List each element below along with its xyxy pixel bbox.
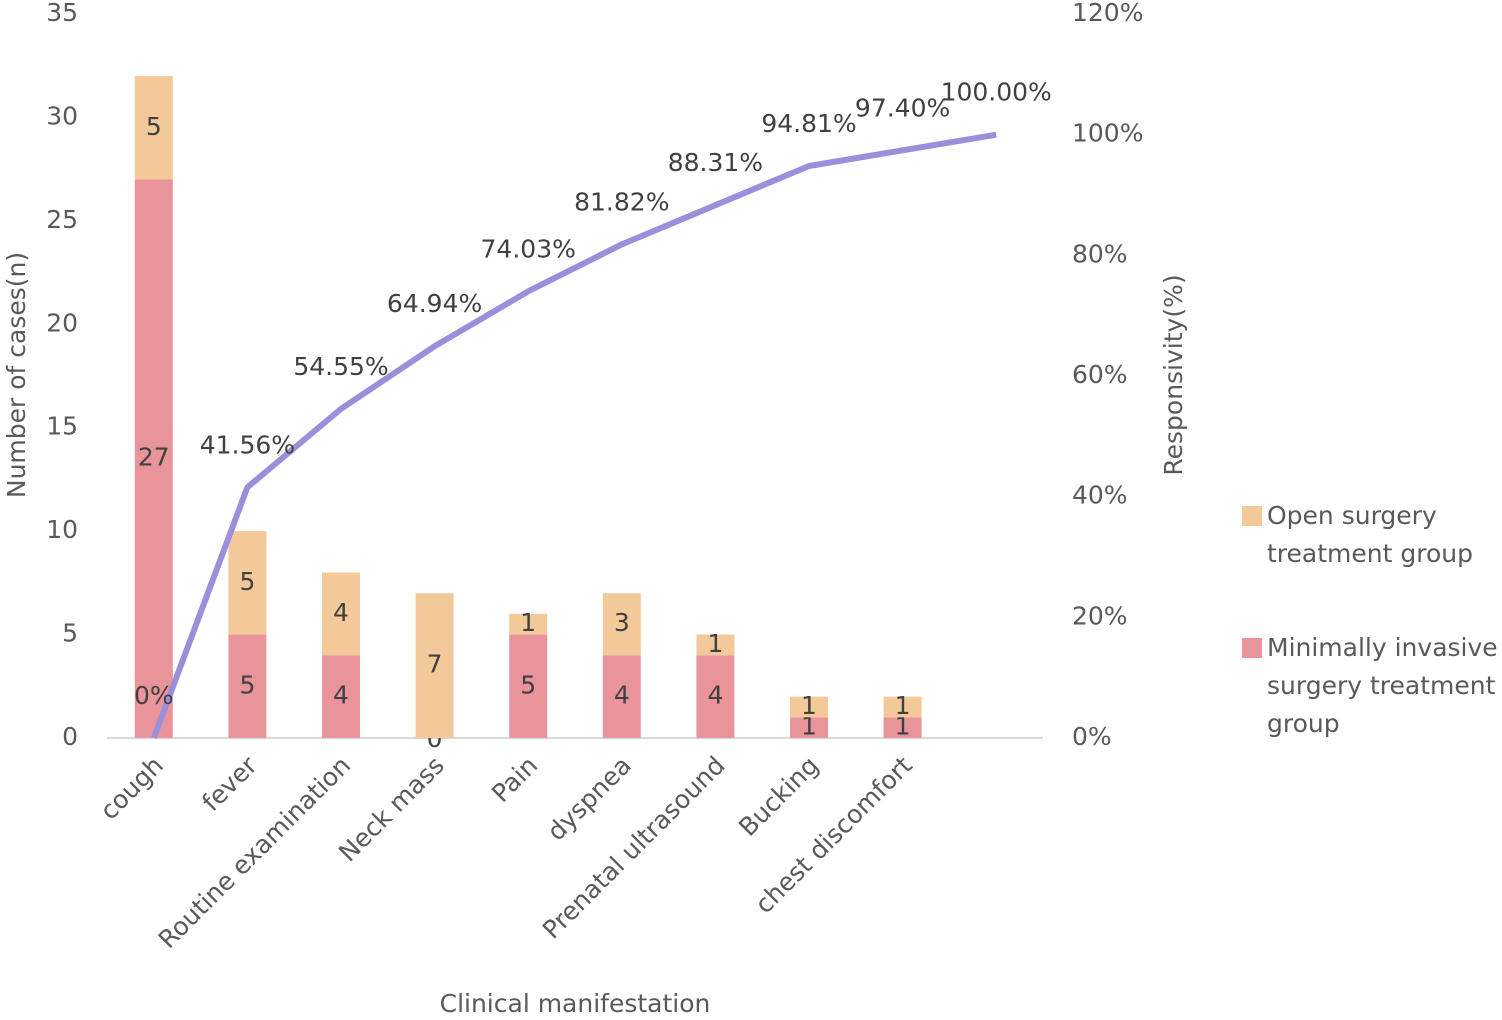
data-label: 88.31% (668, 148, 763, 177)
y-tick-label: 10 (46, 515, 78, 544)
bar-segment (602, 593, 641, 656)
x-tick-label: dyspnea (541, 751, 637, 847)
data-label: 1 (895, 712, 911, 741)
data-label: 4 (333, 598, 349, 627)
y2-tick-label: 120% (1072, 0, 1143, 27)
data-label: 3 (614, 608, 630, 637)
data-label: 54.55% (293, 352, 388, 381)
legend-label: Open surgery treatment group (1267, 501, 1473, 568)
data-label: 27 (138, 443, 170, 472)
bar-segment (790, 696, 828, 718)
y-tick-label: 30 (46, 101, 78, 130)
bar-segment (790, 717, 828, 738)
legend-item: Open surgery treatment group (1240, 497, 1500, 573)
y2-tick-label: 20% (1072, 601, 1128, 630)
bar-segment (228, 634, 267, 738)
bar-segment (134, 76, 173, 180)
data-label: 97.40% (855, 93, 950, 122)
y-tick-label: 5 (62, 619, 78, 648)
legend-label: Minimally invasive surgery treatment gro… (1267, 633, 1498, 738)
bar-segment (883, 717, 922, 738)
bar-segment (883, 696, 922, 718)
data-label: 0% (134, 681, 174, 710)
bar-segment (134, 179, 173, 738)
x-tick-label: fever (196, 750, 263, 817)
data-label: 74.03% (481, 234, 576, 263)
y-axis-title: Number of cases(n) (2, 252, 31, 498)
bar-segment (696, 655, 735, 738)
legend-swatch (1242, 506, 1262, 526)
bar-segment (322, 572, 360, 656)
bar-segment (415, 593, 454, 738)
x-tick-label: cough (94, 751, 169, 826)
y-tick-label: 35 (46, 0, 78, 27)
y2-axis-title: Responsivity(%) (1159, 274, 1188, 475)
data-label: 5 (146, 112, 162, 141)
x-tick-label: Pain (486, 751, 543, 808)
data-label: 5 (239, 670, 255, 699)
x-tick-label: Routine examination (153, 751, 356, 954)
y2-tick-label: 80% (1072, 239, 1128, 268)
y-tick-label: 0 (62, 722, 78, 751)
bar-segment (322, 655, 360, 738)
data-label: 1 (801, 691, 817, 720)
data-label: 81.82% (574, 187, 669, 216)
bar-segment (602, 655, 641, 738)
line (150, 131, 997, 740)
data-label: 4 (707, 681, 723, 710)
data-label: 5 (239, 567, 255, 596)
y2-tick-label: 0% (1072, 722, 1112, 751)
data-label: 41.56% (200, 430, 295, 459)
y2-tick-label: 40% (1072, 481, 1128, 510)
y-tick-label: 25 (46, 205, 78, 234)
data-label: 5 (520, 670, 536, 699)
bar-segment (228, 531, 267, 635)
data-label: 94.81% (761, 109, 856, 138)
x-tick-label: chest discomfort (749, 751, 918, 920)
legend-item: Minimally invasive surgery treatment gro… (1240, 629, 1500, 743)
y-tick-label: 15 (46, 412, 78, 441)
data-label: 64.94% (387, 289, 482, 318)
bar-segment (509, 634, 548, 738)
y2-tick-label: 100% (1072, 119, 1143, 148)
y-tick-label: 20 (46, 308, 78, 337)
data-label: 100.00% (941, 78, 1052, 107)
data-label: 4 (614, 681, 630, 710)
x-tick-label: Prenatal ultrasound (537, 751, 731, 945)
data-label: 4 (333, 681, 349, 710)
bar-segment (509, 613, 548, 635)
legend-swatch (1242, 638, 1262, 658)
bar-segment (696, 634, 735, 656)
x-axis-title: Clinical manifestation (440, 989, 711, 1018)
data-label: 7 (427, 650, 443, 679)
y2-tick-label: 60% (1072, 360, 1128, 389)
data-label: 1 (801, 712, 817, 741)
data-label: 1 (707, 629, 723, 658)
data-label: 1 (895, 691, 911, 720)
x-tick-label: Bucking (733, 751, 824, 842)
data-label: 1 (520, 608, 536, 637)
